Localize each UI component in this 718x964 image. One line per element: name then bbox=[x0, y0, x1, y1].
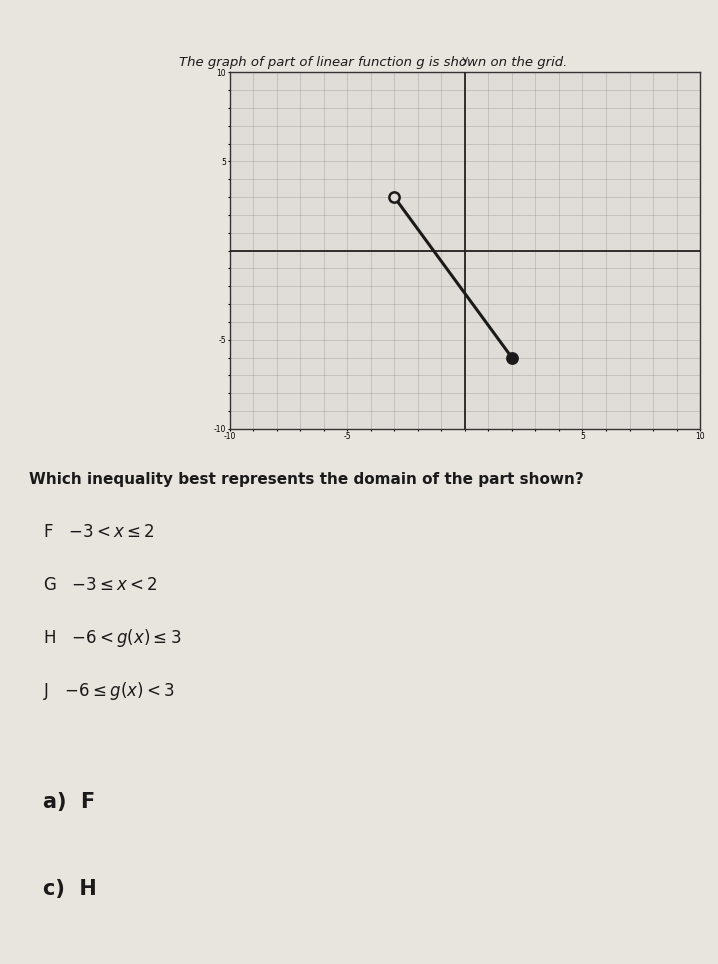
Text: G   $-3 \leq x < 2$: G $-3 \leq x < 2$ bbox=[43, 576, 158, 594]
Text: Which inequality best represents the domain of the part shown?: Which inequality best represents the dom… bbox=[29, 471, 584, 487]
Point bbox=[506, 350, 518, 365]
Text: F   $-3 < x \leq 2$: F $-3 < x \leq 2$ bbox=[43, 523, 154, 541]
Text: The graph of part of linear function g is shown on the grid.: The graph of part of linear function g i… bbox=[180, 56, 567, 69]
Text: J   $-6 \leq g(x) < 3$: J $-6 \leq g(x) < 3$ bbox=[43, 681, 174, 702]
Text: c)  H: c) H bbox=[43, 879, 97, 898]
Text: a)  F: a) F bbox=[43, 792, 95, 812]
Text: H   $-6 < g(x) \leq 3$: H $-6 < g(x) \leq 3$ bbox=[43, 628, 182, 649]
Point bbox=[388, 189, 400, 204]
Text: y: y bbox=[462, 55, 468, 66]
